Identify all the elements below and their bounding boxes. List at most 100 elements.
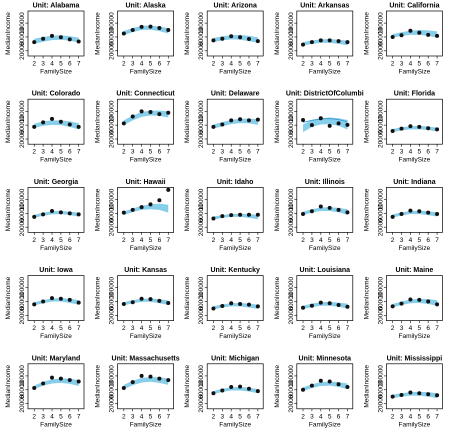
confidence-band — [213, 386, 258, 395]
x-tick-label: 2 — [301, 325, 305, 332]
data-point — [148, 110, 153, 115]
y-axis-label: MedianIncome — [274, 12, 281, 55]
x-tick-label: 3 — [131, 61, 135, 68]
x-tick-label: 5 — [59, 149, 63, 156]
x-tick-label: 5 — [328, 413, 332, 420]
y-tick-label: 20000 — [288, 218, 295, 236]
x-tick-label: 6 — [158, 61, 162, 68]
data-point — [220, 304, 225, 309]
y-tick-label: 60000 — [109, 380, 116, 398]
y-axis-label: MedianIncome — [184, 276, 191, 319]
x-tick-label: 7 — [256, 149, 260, 156]
x-tick-label: 3 — [400, 325, 404, 332]
y-tick-label: 60000 — [109, 292, 116, 310]
x-tick-label: 7 — [256, 237, 260, 244]
y-tick-label: 100000 — [19, 365, 26, 387]
data-point — [435, 33, 440, 38]
x-tick-label: 7 — [77, 237, 81, 244]
y-tick-label: 20000 — [198, 218, 205, 236]
data-point — [238, 301, 243, 306]
x-tick-label: 3 — [310, 413, 314, 420]
data-point — [157, 198, 162, 203]
x-tick-label: 5 — [59, 237, 63, 244]
y-axis-label: MedianIncome — [95, 188, 102, 231]
y-axis-label: MedianIncome — [95, 12, 102, 55]
data-point — [408, 28, 413, 33]
data-point — [336, 121, 341, 126]
x-axis-label: FamilySize — [130, 69, 162, 76]
x-tick-label: 5 — [417, 237, 421, 244]
x-tick-label: 6 — [337, 149, 341, 156]
data-point — [345, 210, 350, 215]
data-point — [426, 32, 431, 37]
y-tick-label: 100000 — [288, 188, 295, 210]
data-point — [408, 390, 413, 395]
x-tick-label: 2 — [122, 413, 126, 420]
x-tick-label: 6 — [247, 237, 251, 244]
x-tick-label: 5 — [328, 61, 332, 68]
data-point — [301, 387, 306, 392]
data-point — [139, 296, 144, 301]
x-tick-label: 4 — [50, 237, 54, 244]
x-tick-label: 5 — [149, 413, 153, 420]
x-tick-label: 3 — [41, 61, 45, 68]
data-point — [130, 300, 135, 305]
y-tick-label: 20000 — [288, 306, 295, 324]
x-tick-label: 5 — [149, 237, 153, 244]
x-tick-label: 5 — [59, 61, 63, 68]
x-tick-label: 3 — [220, 61, 224, 68]
data-point — [345, 304, 350, 309]
y-tick-label: 60000 — [198, 116, 205, 134]
x-tick-label: 4 — [229, 413, 233, 420]
data-point — [238, 384, 243, 389]
panel: Unit: Massachusetts 2 3 4 5 6 7 200006000010000… — [95, 355, 180, 428]
y-tick-label: 20000 — [109, 41, 116, 59]
x-tick-label: 4 — [140, 149, 144, 156]
data-point — [238, 117, 243, 122]
y-axis-label: MedianIncome — [363, 365, 370, 408]
data-point — [32, 124, 37, 129]
fit-line — [302, 118, 348, 123]
y-axis-label: MedianIncome — [274, 188, 281, 231]
x-axis-label: FamilySize — [219, 245, 251, 252]
data-point — [76, 124, 81, 129]
x-tick-label: 2 — [122, 149, 126, 156]
confidence-band — [123, 376, 169, 390]
x-tick-label: 7 — [435, 149, 439, 156]
data-point — [229, 118, 234, 123]
data-point — [50, 116, 54, 121]
plot-frame — [117, 98, 174, 145]
x-tick-label: 4 — [319, 237, 323, 244]
data-point — [435, 393, 440, 398]
x-tick-label: 7 — [346, 413, 350, 420]
x-tick-label: 2 — [122, 237, 126, 244]
x-tick-label: 6 — [426, 149, 430, 156]
y-tick-label: 60000 — [19, 380, 26, 398]
panel-title: Unit: Alabama — [33, 3, 80, 10]
panel-title: Unit: Florida — [394, 91, 435, 98]
plot-frame — [296, 98, 354, 145]
data-point — [336, 382, 341, 387]
data-point — [255, 304, 260, 309]
x-tick-label: 6 — [337, 325, 341, 332]
data-point — [121, 121, 126, 126]
data-point — [417, 297, 422, 302]
panel-title: Unit: Iowa — [39, 267, 73, 274]
x-tick-label: 6 — [426, 413, 430, 420]
x-tick-label: 2 — [32, 413, 36, 420]
plot-frame — [206, 98, 264, 145]
data-point — [58, 376, 63, 381]
data-point — [318, 300, 323, 305]
y-axis-label: MedianIncome — [95, 276, 102, 319]
confidence-band — [34, 120, 79, 130]
y-tick-label: 60000 — [377, 204, 384, 222]
x-tick-label: 2 — [122, 325, 126, 332]
data-point — [327, 38, 332, 43]
plot-frame — [206, 363, 264, 410]
x-tick-label: 6 — [247, 149, 251, 156]
x-tick-label: 2 — [301, 149, 305, 156]
data-point — [220, 122, 225, 127]
